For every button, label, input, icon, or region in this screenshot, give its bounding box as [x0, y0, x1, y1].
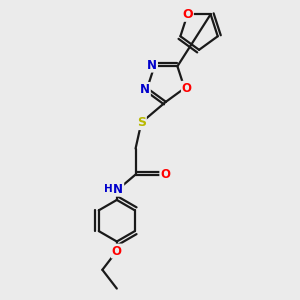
Text: O: O	[182, 82, 192, 95]
Text: O: O	[160, 168, 170, 181]
Text: N: N	[113, 183, 123, 196]
Text: S: S	[137, 116, 146, 129]
Text: N: N	[140, 83, 150, 96]
Text: H: H	[104, 184, 113, 194]
Text: O: O	[112, 244, 122, 257]
Text: N: N	[147, 58, 157, 72]
Text: O: O	[182, 8, 193, 21]
